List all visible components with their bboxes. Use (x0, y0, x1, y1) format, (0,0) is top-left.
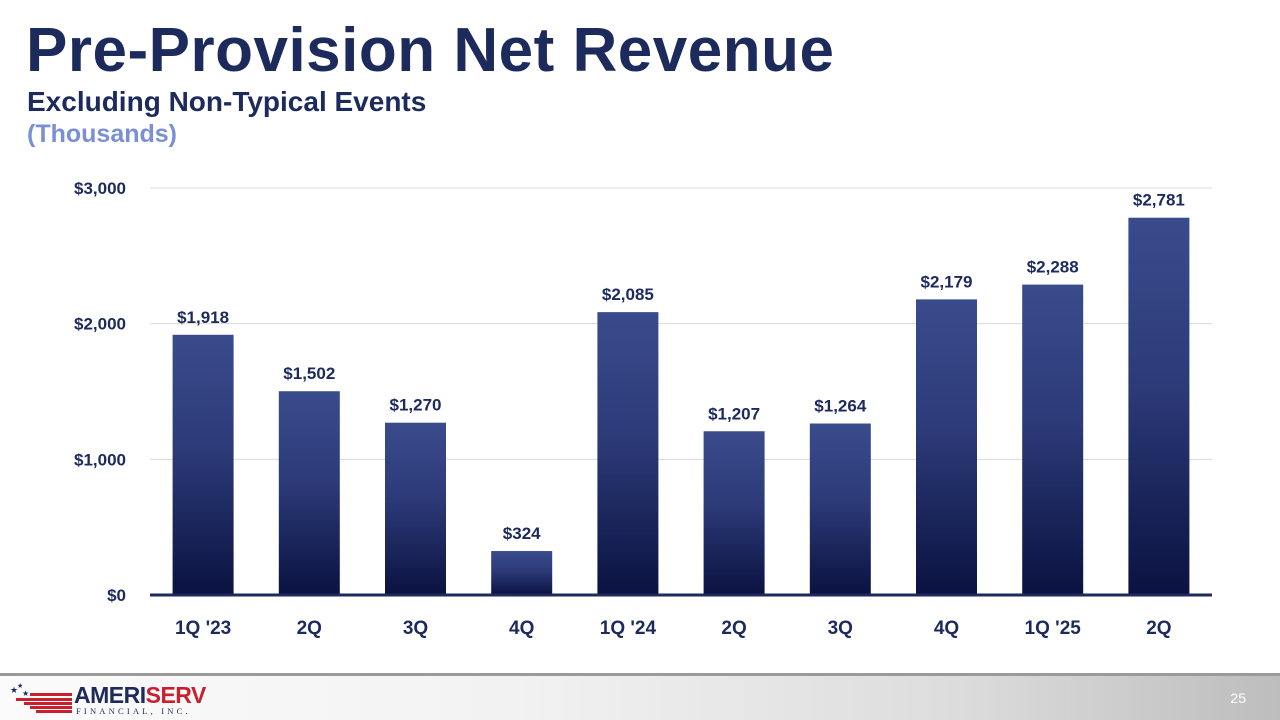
x-axis: 1Q '23 2Q 3Q 4Q 1Q '24 2Q 3Q 4Q 1Q '25 2Q (150, 593, 1212, 639)
data-label: $2,179 (921, 272, 973, 291)
svg-text:★: ★ (10, 686, 18, 696)
bar (172, 334, 234, 595)
data-labels: $1,918 $1,502 $1,270 $324 $2,085 $1,207 $1,264… (177, 191, 1185, 543)
data-label: $2,288 (1027, 258, 1079, 277)
x-tick-label: 4Q (934, 618, 959, 639)
y-tick-label: $2,000 (74, 315, 126, 334)
data-label: $1,270 (390, 396, 442, 415)
data-label: $2,085 (602, 285, 654, 304)
units-label: (Thousands) (27, 120, 177, 148)
logo-tagline: FINANCIAL, INC. (76, 706, 191, 716)
page-number: 25 (1230, 690, 1246, 706)
x-tick-label: 1Q '25 (1025, 618, 1082, 639)
flag-icon: ★ ★ ★ (10, 682, 72, 713)
logo-wordmark: AMERISERV (74, 684, 206, 707)
bar-chart: $0$1,000$2,000$3,000 $1,918$1,502$1,270$… (74, 179, 1212, 639)
x-tick-label: 2Q (721, 618, 746, 639)
bar (809, 423, 871, 595)
y-tick-label: $0 (107, 586, 126, 605)
x-tick-label: 2Q (297, 618, 322, 639)
bar (278, 391, 340, 595)
data-label: $1,918 (177, 308, 229, 327)
y-tick-label: $3,000 (74, 179, 126, 198)
y-axis: $0 $1,000 $2,000 $3,000 (74, 179, 126, 605)
page-title: Pre-Provision Net Revenue (26, 16, 835, 85)
logo-serv: SERV (145, 682, 207, 708)
y-tick-label: $1,000 (74, 450, 126, 469)
x-tick-label: 1Q '23 (175, 618, 231, 639)
data-label: $1,207 (708, 404, 760, 423)
bar (597, 312, 659, 595)
x-tick-label: 1Q '24 (600, 618, 657, 639)
footer-bar: ★ ★ ★ AMERISERV FINANCIAL, INC. 25 (0, 673, 1280, 720)
x-tick-label: 2Q (1146, 618, 1171, 639)
bar (1022, 284, 1084, 595)
company-logo: ★ ★ ★ AMERISERV FINANCIAL, INC. (10, 682, 210, 716)
svg-text:★: ★ (17, 682, 23, 690)
bar (703, 431, 765, 595)
x-tick-label: 3Q (828, 618, 853, 639)
data-label: $1,502 (283, 364, 335, 383)
bar (491, 551, 553, 595)
x-tick-label: 3Q (403, 618, 428, 639)
logo-ameri: AMERI (74, 682, 146, 708)
bar (1128, 217, 1190, 595)
data-label: $2,781 (1133, 191, 1185, 210)
svg-text:★: ★ (22, 689, 29, 698)
bar (916, 299, 977, 595)
bar (385, 422, 446, 595)
bars (172, 217, 1190, 595)
page-subtitle: Excluding Non-Typical Events (27, 86, 427, 117)
x-tick-label: 4Q (509, 618, 534, 639)
data-label: $1,264 (814, 397, 867, 416)
data-label: $324 (503, 524, 541, 543)
